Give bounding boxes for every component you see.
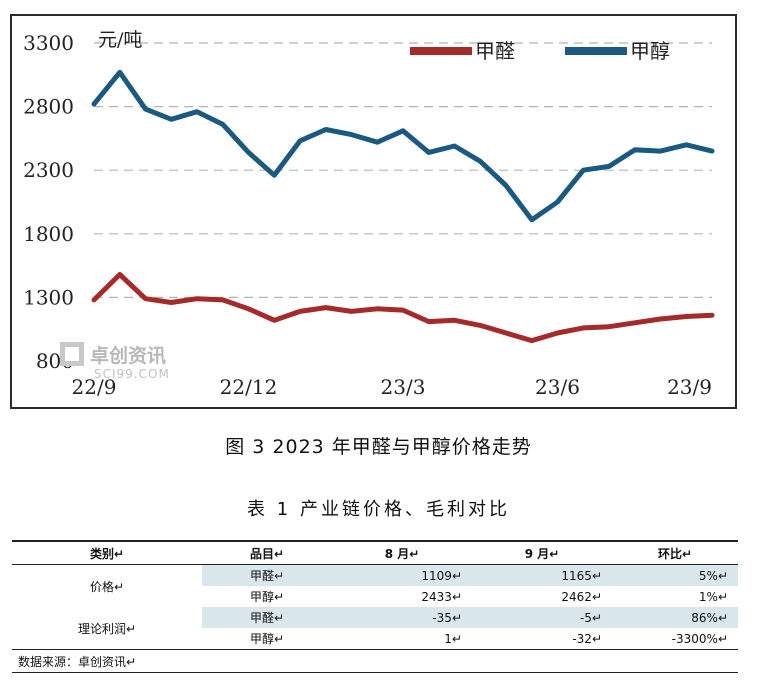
y-tick-label: 2800 — [23, 95, 74, 119]
table-row: 甲醇↵ 1↵ -32↵ -3300%↵ — [12, 628, 738, 650]
table-source-row: 数据来源：卓创资讯↵ — [12, 649, 738, 673]
header-september: 9 月↵ — [472, 540, 612, 565]
data-source-note: 数据来源：卓创资讯↵ — [12, 649, 738, 673]
y-tick-label: 2300 — [23, 158, 74, 182]
figure-caption: 图 3 2023 年甲醛与甲醇价格走势 — [225, 436, 532, 458]
legend-label-methanol: 甲醇 — [630, 39, 670, 63]
watermark-subtext: SCI99.COM — [94, 367, 170, 381]
header-category: 类别↵ — [12, 540, 202, 565]
table-caption: 表 1 产业链价格、毛利对比 — [247, 499, 510, 520]
watermark-logo: 卓创资讯 SCI99.COM — [60, 342, 170, 381]
comparison-table: 类别↵ 品目↵ 8 月↵ 9 月↵ 环比↵ 价格↵ 甲醛↵ 1109↵ 1165… — [12, 540, 738, 673]
legend: 甲醛 甲醇 — [410, 39, 670, 63]
cell-september: 2462↵ — [561, 589, 602, 604]
cell-item: 甲醇↵ — [202, 628, 332, 650]
header-item: 品目↵ — [202, 540, 332, 565]
legend-label-formaldehyde: 甲醛 — [475, 39, 515, 63]
table-row: 甲醇↵ 2433↵ 2462↵ 1%↵ — [12, 586, 738, 607]
series-line-formaldehyde — [91, 272, 715, 344]
chart-frame: 800 1300 1800 2300 2800 3300 22/9 22/12 23/3 23/… — [10, 14, 737, 409]
grid-lines — [94, 42, 712, 298]
cell-mom: 5%↵ — [612, 564, 738, 586]
x-tick-label: 23/3 — [381, 375, 426, 399]
cell-august: 1↵ — [332, 628, 472, 650]
series-line-methanol — [91, 69, 715, 223]
watermark-text: 卓创资讯 — [90, 344, 166, 367]
x-tick-label: 23/9 — [667, 375, 712, 399]
series-lines — [91, 69, 715, 344]
cell-mom: -3300%↵ — [612, 628, 738, 650]
x-tick-label: 22/9 — [72, 375, 117, 399]
unit-label: 元/吨 — [98, 29, 142, 51]
header-august: 8 月↵ — [332, 540, 472, 565]
x-tick-label: 23/6 — [535, 375, 580, 399]
cell-item: 甲醛↵ — [202, 564, 332, 586]
cell-mom: 86%↵ — [612, 607, 738, 628]
table-header-row: 类别↵ 品目↵ 8 月↵ 9 月↵ 环比↵ — [12, 540, 738, 565]
cell-item: 甲醇↵ — [249, 590, 285, 604]
cell-august: -35↵ — [332, 607, 472, 628]
cell-september: -32↵ — [472, 628, 612, 650]
x-axis-ticks: 22/9 22/12 23/3 23/6 23/9 — [72, 375, 712, 399]
y-tick-label: 1300 — [23, 285, 74, 309]
cell-august: 2433↵ — [421, 589, 462, 604]
cell-august: 1109↵ — [332, 564, 472, 586]
y-tick-label: 3300 — [23, 31, 74, 55]
cell-september: -5↵ — [472, 607, 612, 628]
cell-item: 甲醛↵ — [202, 607, 332, 628]
header-mom: 环比↵ — [612, 540, 738, 565]
group-label-price: 价格↵ — [89, 579, 125, 594]
table-row: 价格↵ 甲醛↵ 1109↵ 1165↵ 5%↵ — [12, 564, 738, 594]
cell-mom: 1%↵ — [698, 589, 728, 604]
cell-september: 1165↵ — [472, 564, 612, 586]
x-tick-label: 22/12 — [220, 375, 278, 399]
group-label-profit: 理论利润↵ — [12, 607, 202, 650]
table-row: 理论利润↵ 甲醛↵ -35↵ -5↵ 86%↵ — [12, 607, 738, 650]
y-tick-label: 1800 — [23, 222, 74, 246]
